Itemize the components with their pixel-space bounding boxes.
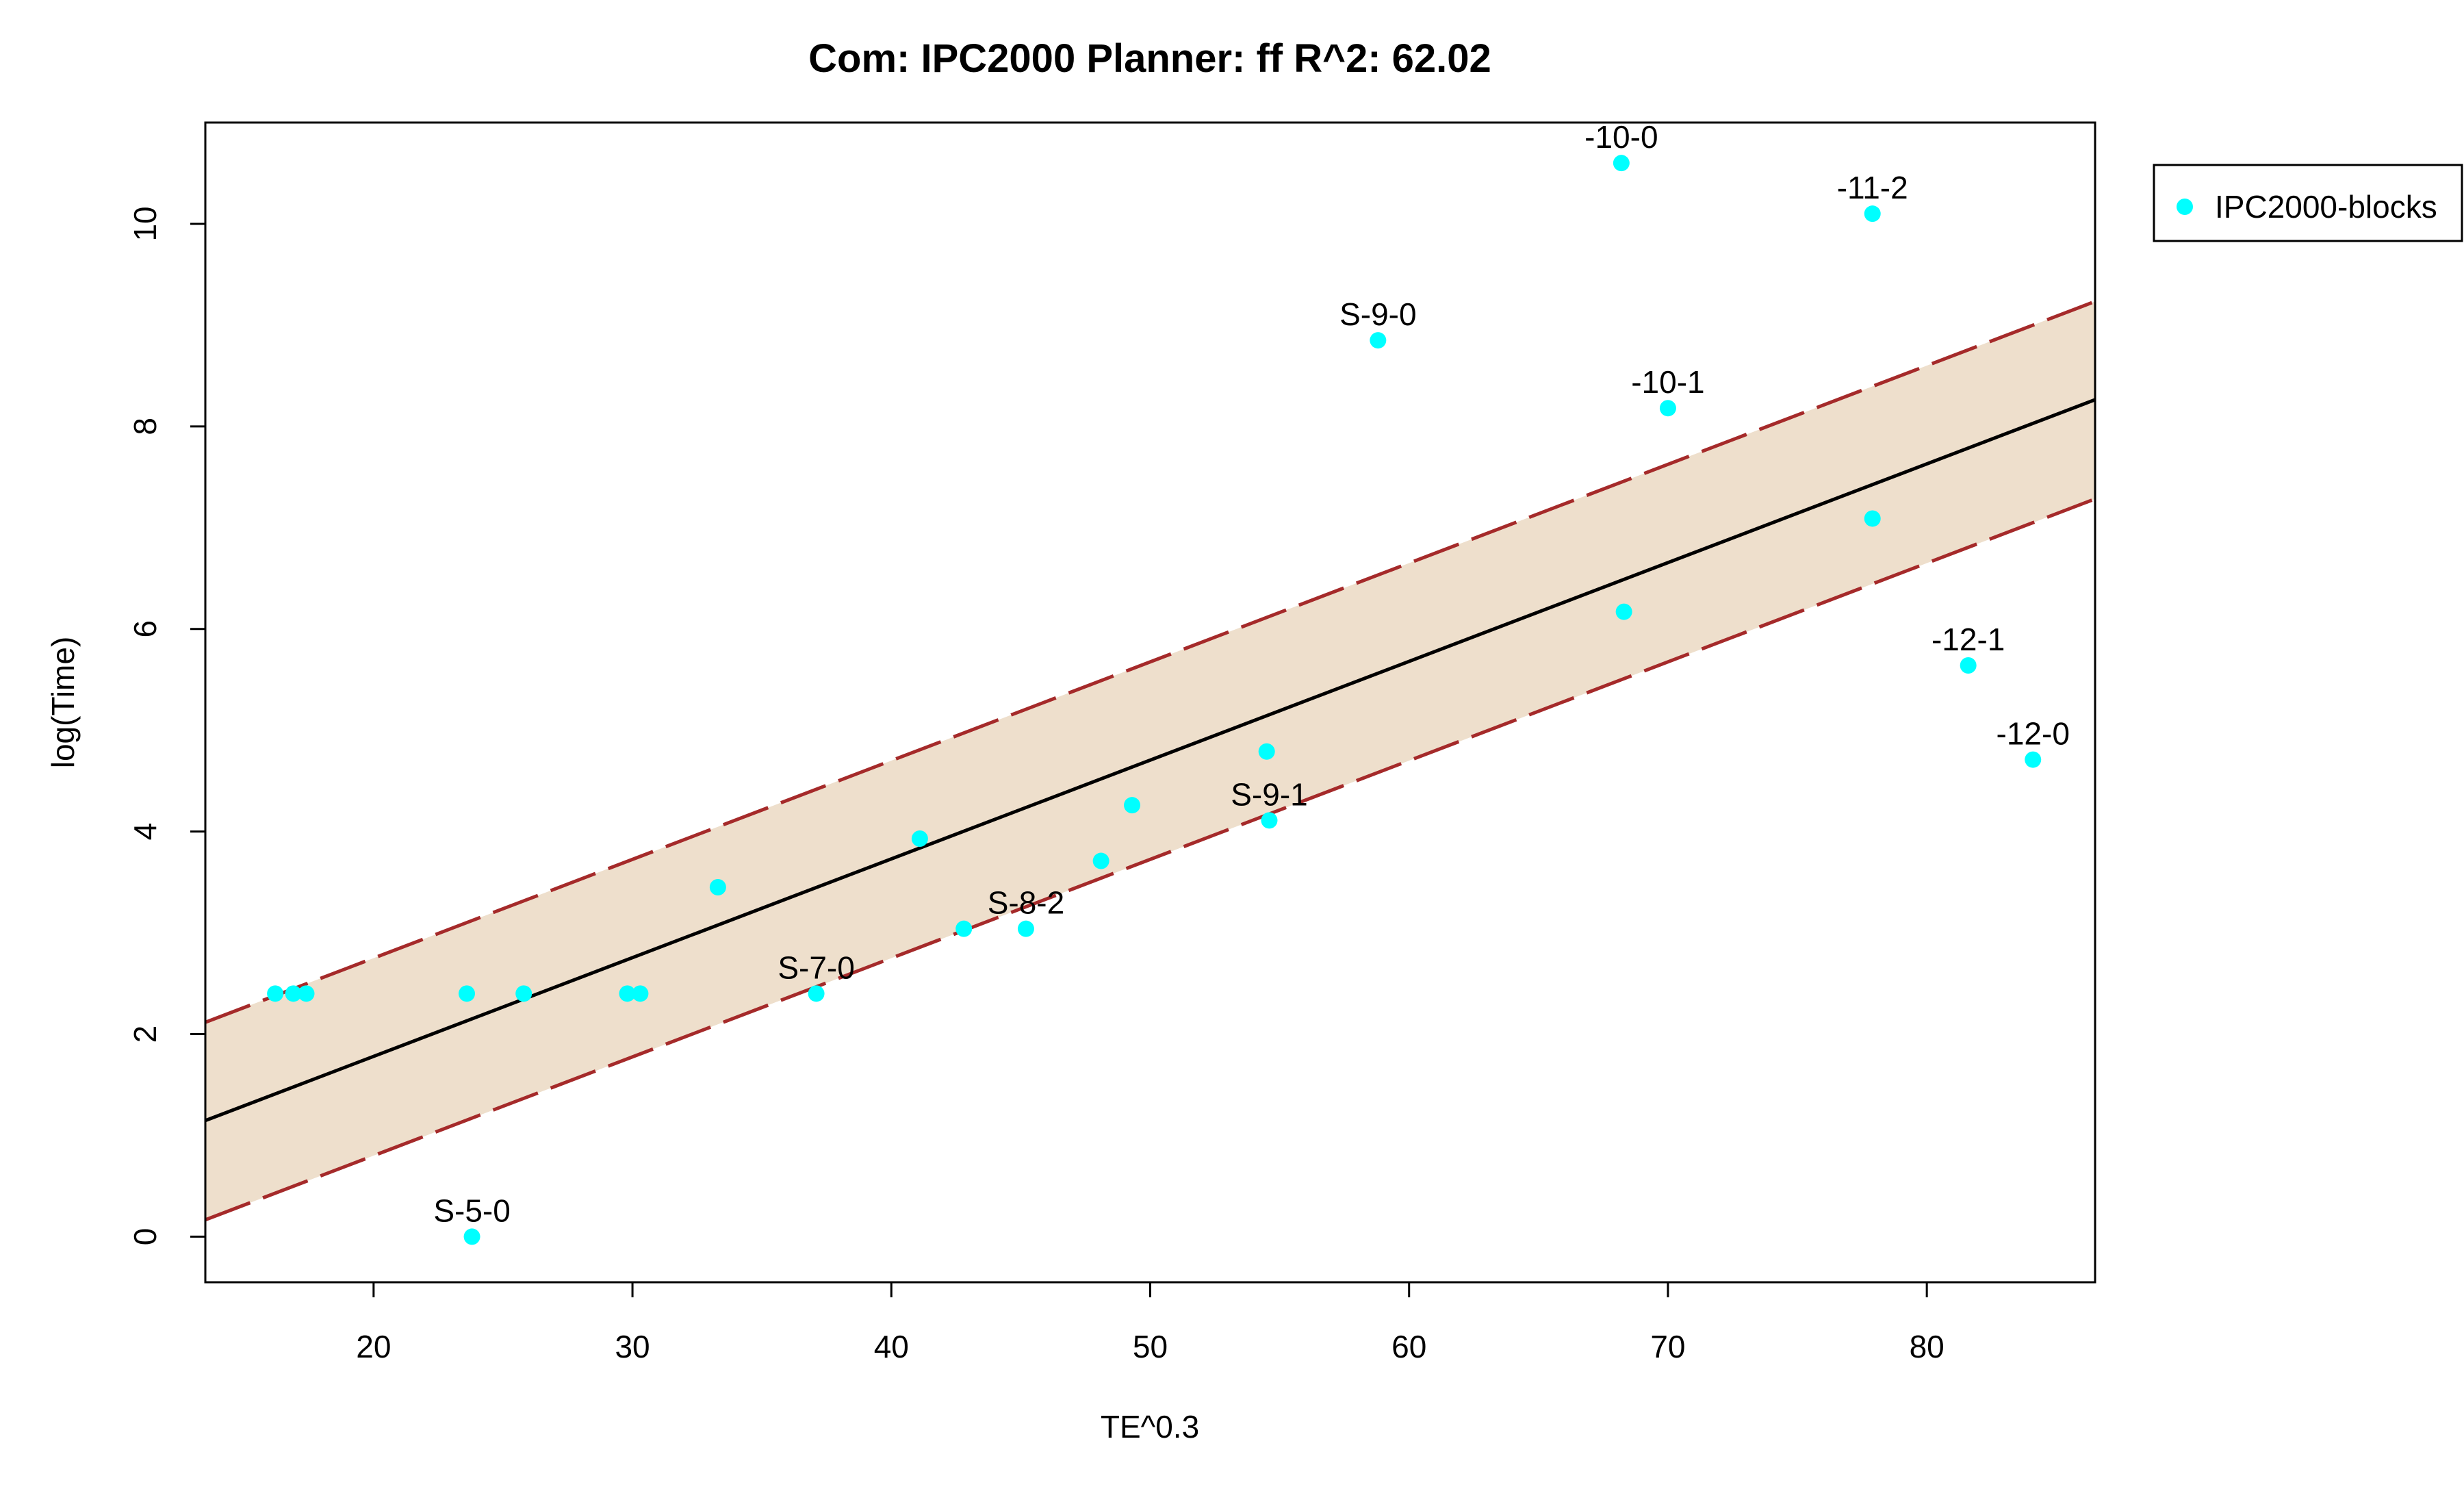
y-axis-label: log(Time) bbox=[45, 637, 81, 769]
y-tick-label: 0 bbox=[127, 1228, 163, 1246]
data-point bbox=[1017, 920, 1034, 937]
point-label: S-9-0 bbox=[1339, 296, 1416, 332]
x-axis: 20 30 40 50 60 70 80 bbox=[356, 1282, 1945, 1364]
data-point bbox=[463, 1228, 480, 1245]
x-axis-label: TE^0.3 bbox=[1101, 1409, 1199, 1445]
y-tick-label: 4 bbox=[127, 823, 163, 841]
data-point bbox=[709, 879, 726, 896]
x-tick-label: 80 bbox=[1910, 1329, 1945, 1364]
point-label: -12-1 bbox=[1932, 622, 2005, 657]
x-tick-label: 50 bbox=[1133, 1329, 1168, 1364]
data-point bbox=[1613, 155, 1630, 172]
y-tick-label: 10 bbox=[127, 206, 163, 241]
data-point bbox=[1615, 603, 1632, 620]
regression-line bbox=[205, 398, 2095, 1123]
data-point bbox=[285, 985, 302, 1002]
data-point bbox=[1261, 812, 1278, 829]
data-point bbox=[1092, 852, 1109, 869]
point-label: S-8-2 bbox=[988, 885, 1064, 921]
data-point bbox=[1960, 657, 1977, 674]
chart-title: Com: IPC2000 Planner: ff R^2: 62.02 bbox=[808, 36, 1491, 81]
x-tick-label: 20 bbox=[356, 1329, 391, 1364]
y-tick-label: 8 bbox=[127, 418, 163, 435]
point-label: -12-0 bbox=[1997, 716, 2070, 752]
data-point bbox=[1370, 332, 1387, 349]
data-point bbox=[1659, 400, 1676, 417]
data-point bbox=[619, 985, 636, 1002]
band-lower-line bbox=[205, 497, 2095, 1222]
data-point bbox=[267, 985, 284, 1002]
data-point bbox=[2025, 751, 2042, 768]
data-point bbox=[632, 985, 649, 1002]
y-tick-label: 2 bbox=[127, 1026, 163, 1043]
y-axis: 0 2 4 6 8 10 bbox=[127, 206, 205, 1245]
data-point bbox=[955, 920, 973, 937]
point-label: S-5-0 bbox=[433, 1193, 510, 1228]
point-label: -10-0 bbox=[1584, 119, 1658, 155]
point-label: -10-1 bbox=[1631, 364, 1704, 400]
data-point bbox=[459, 985, 476, 1002]
data-point bbox=[808, 985, 825, 1002]
x-tick-label: 40 bbox=[874, 1329, 909, 1364]
point-labels: S-5-0 S-7-0 S-8-2 S-9-1 S-9-0 -10-0 -10-1 -11-2… bbox=[433, 119, 2070, 1228]
x-tick-label: 30 bbox=[615, 1329, 650, 1364]
data-point bbox=[1864, 205, 1881, 222]
legend-label: IPC2000-blocks bbox=[2215, 189, 2437, 225]
legend: IPC2000-blocks bbox=[2153, 164, 2463, 242]
data-point bbox=[1864, 510, 1881, 527]
data-point bbox=[911, 830, 928, 847]
data-point bbox=[298, 985, 315, 1002]
data-point bbox=[1258, 743, 1275, 760]
data-point bbox=[515, 985, 532, 1002]
legend-box bbox=[2153, 164, 2463, 242]
point-label: S-7-0 bbox=[778, 950, 854, 985]
point-label: -11-2 bbox=[1837, 170, 1908, 205]
plot-area bbox=[205, 155, 2095, 1245]
legend-marker bbox=[2177, 199, 2193, 215]
x-tick-label: 60 bbox=[1391, 1329, 1426, 1364]
y-tick-label: 6 bbox=[127, 620, 163, 638]
data-points bbox=[267, 155, 2042, 1245]
x-tick-label: 70 bbox=[1650, 1329, 1685, 1364]
data-point bbox=[1124, 797, 1141, 814]
band-upper-line bbox=[205, 299, 2095, 1024]
point-label: S-9-1 bbox=[1231, 776, 1307, 812]
